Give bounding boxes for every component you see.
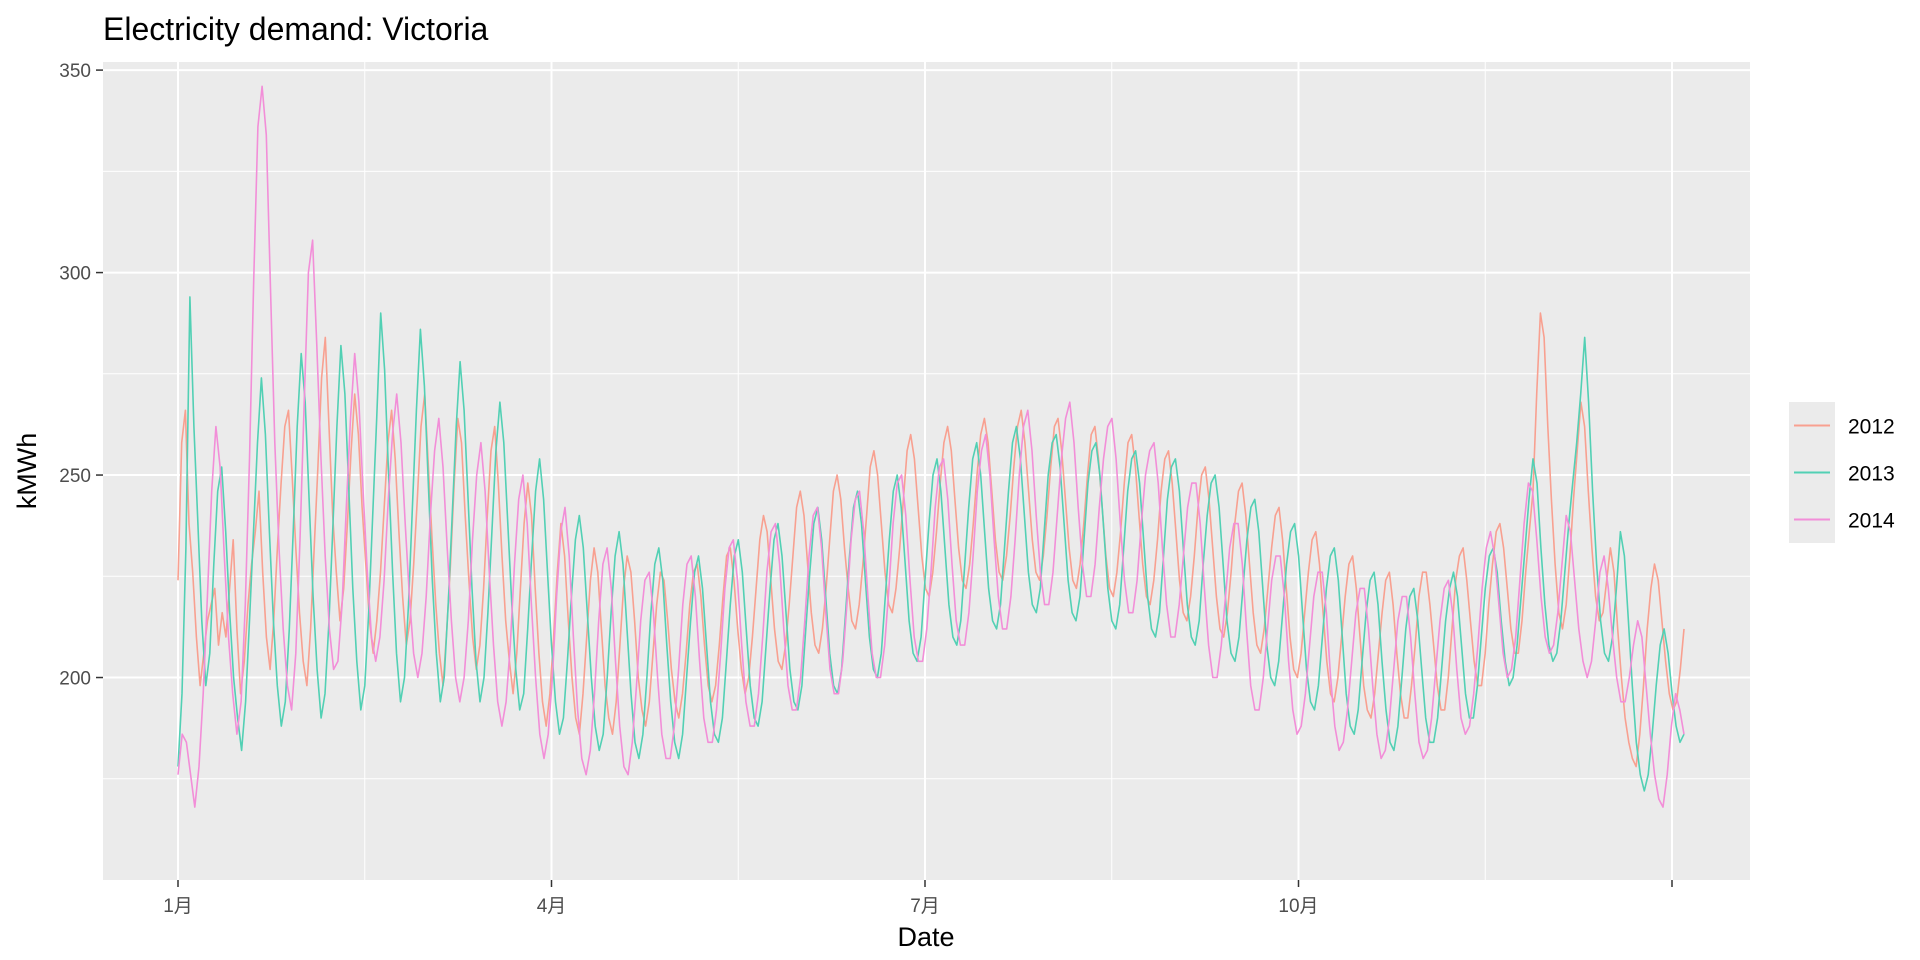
y-tick-label: 350: [59, 61, 91, 82]
series-lines: [177, 85, 1685, 808]
series-line-2013: [177, 296, 1685, 792]
x-tick-label: 1月: [163, 896, 193, 917]
series-line-2014: [177, 85, 1685, 808]
x-tick-label: 10月: [1278, 896, 1318, 917]
series-line-2012: [177, 312, 1685, 768]
x-axis-title: Date: [897, 922, 954, 952]
legend-label-2013: 2013: [1848, 463, 1895, 486]
major-gridlines: [103, 62, 1750, 880]
y-tick-label: 250: [59, 466, 91, 487]
minor-gridlines: [103, 62, 1750, 880]
plot-panel: [103, 62, 1750, 880]
chart-title: Electricity demand: Victoria: [103, 11, 489, 47]
y-tick-label: 200: [59, 669, 91, 690]
legend-label-2012: 2012: [1848, 416, 1895, 439]
legend-label-2014: 2014: [1848, 510, 1895, 533]
x-tick-label: 4月: [537, 896, 567, 917]
y-tick-label: 300: [59, 264, 91, 285]
legend: 2012 2013 2014: [1789, 402, 1895, 543]
x-tick-label: 7月: [910, 896, 940, 917]
y-axis: 200 250 300 350: [59, 61, 103, 690]
y-axis-title: kMWh: [12, 433, 42, 510]
x-axis: 1月 4月 7月 10月: [163, 880, 1673, 917]
